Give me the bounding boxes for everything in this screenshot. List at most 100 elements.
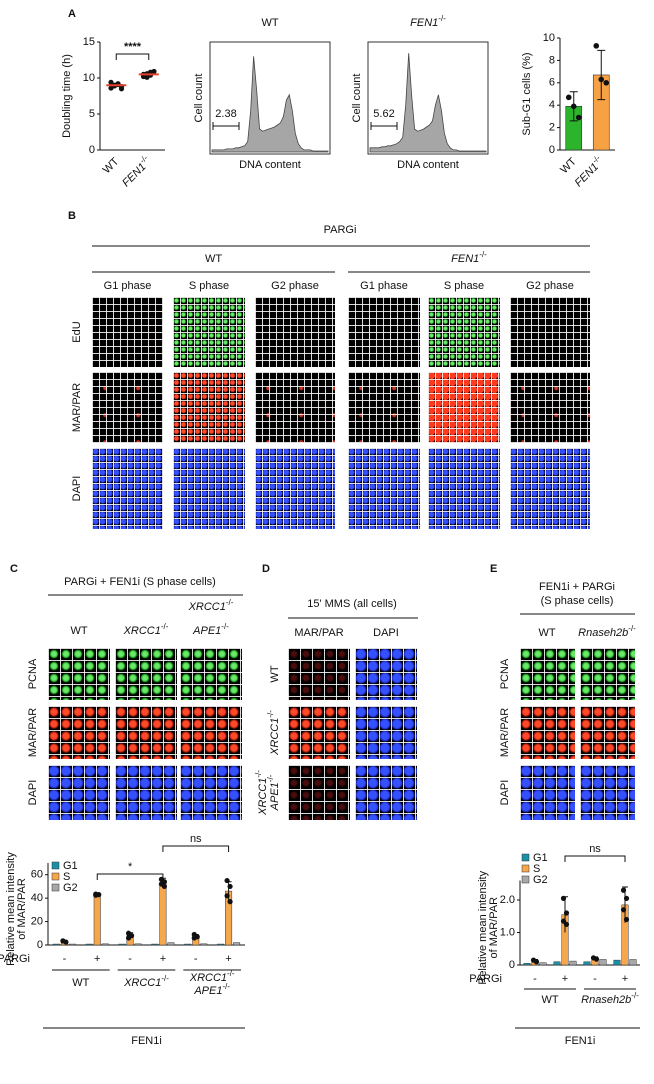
row-label: PARGi xyxy=(0,953,30,965)
gene-name: XRCC1 xyxy=(189,972,227,984)
y-tick-label: 6 xyxy=(549,77,555,89)
gate-value: 5.62 xyxy=(373,108,394,120)
micrograph xyxy=(428,372,500,443)
micrograph xyxy=(255,372,335,443)
genotype-label: XRCC1-/- xyxy=(254,770,269,816)
micrograph xyxy=(180,765,242,820)
data-point xyxy=(144,74,150,80)
gene-name: WT xyxy=(205,253,222,265)
legend-swatch xyxy=(521,853,530,862)
gene-name: WT xyxy=(72,977,89,989)
legend-swatch xyxy=(51,861,60,870)
label: 15' MMS (all cells) xyxy=(307,598,397,610)
gene-name: FEN1 xyxy=(120,161,148,189)
micrograph xyxy=(92,372,163,443)
label: PARGi xyxy=(324,224,357,236)
gene-name: XRCC1 xyxy=(257,778,269,816)
bar xyxy=(93,894,101,946)
legend-label: S xyxy=(63,871,70,883)
genotype-label: Rnaseh2b-/- xyxy=(581,991,639,1006)
gate xyxy=(370,122,398,130)
data-point xyxy=(563,910,570,916)
bar xyxy=(233,942,241,946)
plot-frame xyxy=(209,41,331,155)
bracket xyxy=(564,855,626,862)
micrograph xyxy=(180,706,242,759)
row-label: PCNA xyxy=(499,658,511,689)
superscript: -/- xyxy=(266,710,275,718)
micrograph xyxy=(92,297,163,367)
bar xyxy=(569,960,577,966)
superscript: -/- xyxy=(590,153,602,165)
bar xyxy=(101,943,109,946)
genotype-label: XRCC1-/- xyxy=(188,598,234,613)
y-tick-label: 0 xyxy=(549,144,555,156)
x-axis-label: FEN1i xyxy=(565,1035,596,1047)
genotype-label: APE1-/- xyxy=(193,982,230,997)
genotype-label: WT xyxy=(558,155,579,176)
x-tick-label: + xyxy=(94,953,100,965)
bracket xyxy=(115,53,150,60)
panel-label: E xyxy=(490,563,497,575)
gene-name: APE1 xyxy=(192,625,221,637)
micrograph xyxy=(348,448,420,529)
micrograph xyxy=(355,706,417,759)
x-tick-label: + xyxy=(160,953,166,965)
genotype-label: Rnaseh2b-/- xyxy=(578,624,636,639)
column-label: G1 phase xyxy=(104,280,152,292)
bar xyxy=(539,962,547,966)
genotype-label: XRCC1-/- xyxy=(123,622,169,637)
data-point xyxy=(620,887,627,893)
significance: **** xyxy=(124,41,142,53)
genotype-label: FEN1-/- xyxy=(451,250,487,265)
gene-name: XRCC1 xyxy=(188,601,226,613)
bracket xyxy=(162,845,230,852)
genotype-label: WT xyxy=(70,625,87,637)
x-axis-label: DNA content xyxy=(239,159,301,171)
genotype-label: WT xyxy=(205,253,222,265)
genotype-label: WT xyxy=(541,994,558,1006)
micrograph xyxy=(510,372,590,443)
panel-label: A xyxy=(68,8,76,20)
micrograph xyxy=(48,765,110,820)
x-tick-label: + xyxy=(562,973,568,985)
y-tick-label: 40 xyxy=(31,892,43,904)
superscript: -/- xyxy=(266,774,275,782)
legend-label: G2 xyxy=(533,874,548,886)
column-label: G2 phase xyxy=(526,280,574,292)
column-label: MAR/PAR xyxy=(294,627,343,639)
micrograph xyxy=(173,372,245,443)
superscript: -/- xyxy=(222,982,230,991)
y-tick-label: 20 xyxy=(31,915,43,927)
bar xyxy=(134,943,142,946)
legend-label: G1 xyxy=(533,852,548,864)
bar xyxy=(583,961,591,966)
bar xyxy=(68,943,76,946)
data-point xyxy=(224,893,230,899)
data-point xyxy=(560,895,567,901)
row-label: MAR/PAR xyxy=(499,708,511,757)
genotype-label: FEN1-/- xyxy=(410,14,446,29)
y-axis-label: of MAR/PAR xyxy=(16,878,28,940)
y-axis-label: Relative mean intensity xyxy=(5,852,17,966)
micrograph xyxy=(428,448,500,529)
gene-name: Rnaseh2b xyxy=(578,627,628,639)
bar xyxy=(523,963,531,966)
superscript: -/- xyxy=(221,622,229,631)
y-tick-label: 5 xyxy=(89,108,95,120)
gate xyxy=(212,122,240,130)
micrograph xyxy=(580,648,635,700)
superscript: -/- xyxy=(438,14,446,23)
row-label: MAR/PAR xyxy=(71,383,83,432)
data-point xyxy=(224,877,230,884)
y-axis-label: Sub-G1 cells (%) xyxy=(521,52,533,135)
gene-name: WT xyxy=(558,155,579,176)
x-tick-label: - xyxy=(533,973,537,985)
x-tick-label: - xyxy=(128,953,132,965)
histogram-area xyxy=(211,56,329,153)
data-point xyxy=(125,935,132,941)
x-tick-label: - xyxy=(63,953,67,965)
bar xyxy=(151,943,159,946)
